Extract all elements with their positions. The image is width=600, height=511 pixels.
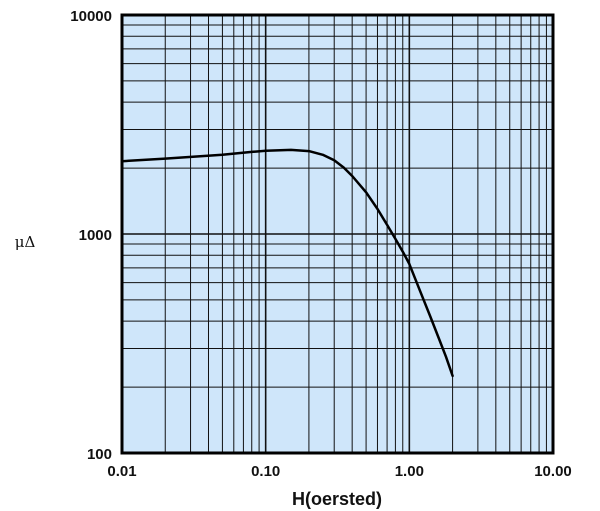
x-axis-title: H(oersted) bbox=[292, 489, 382, 509]
y-tick-label: 10000 bbox=[70, 8, 112, 25]
y-tick-label: 1000 bbox=[79, 227, 112, 244]
x-tick-labels: 0.01 0.10 1.00 10.00 bbox=[107, 463, 571, 480]
x-tick-label: 10.00 bbox=[534, 463, 572, 480]
y-axis-title: μΔ bbox=[15, 233, 36, 251]
grid-lines bbox=[122, 15, 553, 453]
plot-frame bbox=[120, 13, 555, 455]
x-tick-label: 0.10 bbox=[251, 463, 280, 480]
y-tick-labels: 100 1000 10000 bbox=[70, 8, 112, 463]
series-line bbox=[120, 148, 454, 378]
x-tick-label: 1.00 bbox=[395, 463, 424, 480]
x-tick-label: 0.01 bbox=[107, 463, 136, 480]
y-tick-label: 100 bbox=[87, 446, 112, 463]
